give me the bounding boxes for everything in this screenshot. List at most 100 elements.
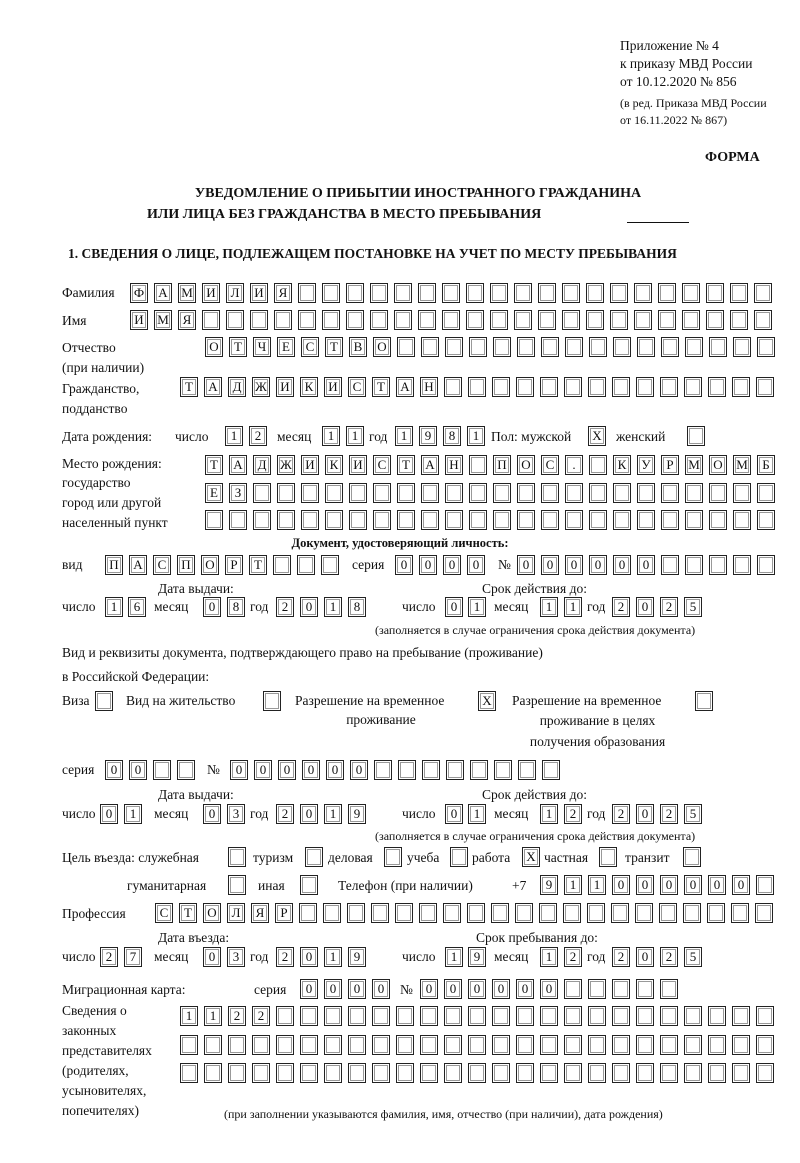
private-checkbox[interactable] xyxy=(599,847,617,867)
phone-cell[interactable]: 0 xyxy=(708,875,726,895)
birth-month-cell[interactable]: 1 xyxy=(322,426,340,446)
surname-cell[interactable] xyxy=(466,283,484,303)
stay-until-year-cell[interactable]: 2 xyxy=(612,947,630,967)
citizenship-cell[interactable] xyxy=(636,377,654,397)
surname-cell[interactable] xyxy=(394,283,412,303)
representatives-cell[interactable] xyxy=(348,1063,366,1083)
id-number-cell[interactable]: 0 xyxy=(613,555,631,575)
profession-cell[interactable] xyxy=(587,903,605,923)
representatives-cell[interactable] xyxy=(636,1035,654,1055)
birthplace-cell[interactable] xyxy=(469,483,487,503)
representatives-cell[interactable] xyxy=(276,1063,294,1083)
id-issue-year-cell[interactable]: 0 xyxy=(300,597,318,617)
profession-cell[interactable]: Л xyxy=(227,903,245,923)
name-cell[interactable] xyxy=(298,310,316,330)
residence-checkbox[interactable] xyxy=(263,691,281,711)
representatives-cell[interactable] xyxy=(588,1063,606,1083)
stay-valid-year-cell[interactable]: 0 xyxy=(636,804,654,824)
birthplace-cell[interactable] xyxy=(421,510,439,530)
name-cell[interactable] xyxy=(586,310,604,330)
representatives-cell[interactable]: 2 xyxy=(252,1006,270,1026)
stay-until-year-cell[interactable]: 5 xyxy=(684,947,702,967)
id-kind-cell[interactable]: А xyxy=(129,555,147,575)
profession-cell[interactable] xyxy=(443,903,461,923)
humanitarian-checkbox[interactable] xyxy=(228,875,246,895)
surname-cell[interactable]: Л xyxy=(226,283,244,303)
phone-cell[interactable]: 1 xyxy=(564,875,582,895)
birthplace-cell[interactable] xyxy=(493,483,511,503)
name-cell[interactable] xyxy=(706,310,724,330)
id-kind-cell[interactable]: Т xyxy=(249,555,267,575)
representatives-cell[interactable] xyxy=(612,1006,630,1026)
stay-issue-year-cell[interactable]: 9 xyxy=(348,804,366,824)
migration-number-cell[interactable] xyxy=(612,979,630,999)
profession-cell[interactable] xyxy=(635,903,653,923)
representatives-cell[interactable] xyxy=(444,1035,462,1055)
id-valid-month-cell[interactable]: 1 xyxy=(540,597,558,617)
representatives-cell[interactable] xyxy=(756,1063,774,1083)
birthplace-cell[interactable] xyxy=(349,510,367,530)
stay-series-cell[interactable] xyxy=(153,760,171,780)
migration-number-cell[interactable] xyxy=(588,979,606,999)
surname-cell[interactable] xyxy=(634,283,652,303)
id-series-cell[interactable]: 0 xyxy=(467,555,485,575)
migration-series-cell[interactable]: 0 xyxy=(372,979,390,999)
stay-valid-month-cell[interactable]: 2 xyxy=(564,804,582,824)
representatives-cell[interactable] xyxy=(684,1063,702,1083)
birthplace-cell[interactable]: О xyxy=(709,455,727,475)
representatives-cell[interactable] xyxy=(228,1035,246,1055)
surname-cell[interactable]: И xyxy=(202,283,220,303)
patronymic-cell[interactable] xyxy=(637,337,655,357)
representatives-cell[interactable] xyxy=(276,1035,294,1055)
birthplace-cell[interactable]: Е xyxy=(205,483,223,503)
patronymic-cell[interactable]: С xyxy=(301,337,319,357)
phone-cell[interactable]: 0 xyxy=(612,875,630,895)
birth-year-cell[interactable]: 1 xyxy=(395,426,413,446)
representatives-cell[interactable] xyxy=(732,1006,750,1026)
birthplace-cell[interactable] xyxy=(205,510,223,530)
name-cell[interactable] xyxy=(754,310,772,330)
patronymic-cell[interactable] xyxy=(733,337,751,357)
stay-issue-year-cell[interactable]: 0 xyxy=(300,804,318,824)
surname-cell[interactable] xyxy=(586,283,604,303)
representatives-cell[interactable] xyxy=(708,1035,726,1055)
name-cell[interactable] xyxy=(394,310,412,330)
birthplace-cell[interactable] xyxy=(397,510,415,530)
citizenship-cell[interactable] xyxy=(660,377,678,397)
id-valid-month-cell[interactable]: 1 xyxy=(564,597,582,617)
representatives-cell[interactable] xyxy=(324,1035,342,1055)
representatives-cell[interactable] xyxy=(396,1035,414,1055)
profession-cell[interactable] xyxy=(659,903,677,923)
patronymic-cell[interactable] xyxy=(589,337,607,357)
migration-series-cell[interactable]: 0 xyxy=(348,979,366,999)
representatives-cell[interactable]: 1 xyxy=(180,1006,198,1026)
representatives-cell[interactable] xyxy=(180,1063,198,1083)
birthplace-cell[interactable]: Р xyxy=(661,455,679,475)
name-cell[interactable] xyxy=(562,310,580,330)
birthplace-cell[interactable] xyxy=(685,483,703,503)
birthplace-cell[interactable] xyxy=(541,510,559,530)
entry-year-cell[interactable]: 2 xyxy=(276,947,294,967)
name-cell[interactable] xyxy=(202,310,220,330)
citizenship-cell[interactable]: К xyxy=(300,377,318,397)
name-cell[interactable] xyxy=(538,310,556,330)
profession-cell[interactable] xyxy=(563,903,581,923)
surname-cell[interactable]: Ф xyxy=(130,283,148,303)
id-kind-cell[interactable]: О xyxy=(201,555,219,575)
birthplace-cell[interactable] xyxy=(253,483,271,503)
sex-male-checkbox[interactable]: X xyxy=(588,426,606,446)
patronymic-cell[interactable]: Т xyxy=(325,337,343,357)
birthplace-cell[interactable] xyxy=(373,510,391,530)
birthplace-cell[interactable]: Н xyxy=(445,455,463,475)
id-kind-cell[interactable] xyxy=(297,555,315,575)
id-kind-cell[interactable]: С xyxy=(153,555,171,575)
id-kind-cell[interactable]: П xyxy=(105,555,123,575)
birthplace-cell[interactable] xyxy=(565,510,583,530)
citizenship-cell[interactable]: Д xyxy=(228,377,246,397)
patronymic-cell[interactable] xyxy=(661,337,679,357)
birthplace-cell[interactable]: Т xyxy=(205,455,223,475)
representatives-cell[interactable] xyxy=(540,1006,558,1026)
patronymic-cell[interactable]: О xyxy=(205,337,223,357)
representatives-cell[interactable] xyxy=(708,1063,726,1083)
citizenship-cell[interactable] xyxy=(540,377,558,397)
